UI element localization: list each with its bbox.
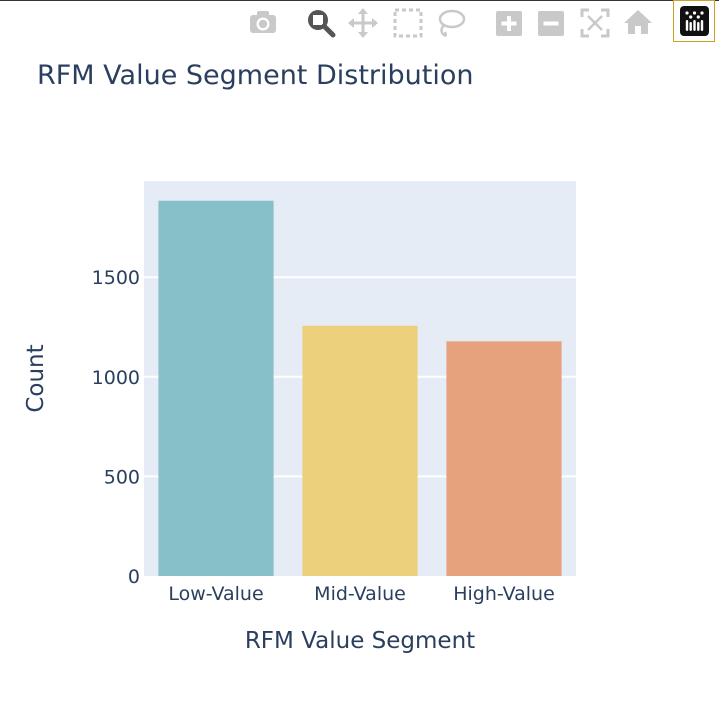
y-tick-label: 500 [104,466,140,488]
x-tick-label: Mid-Value [314,583,406,605]
y-tick-label: 1500 [92,267,140,289]
zoom-icon[interactable] [304,6,338,40]
x-axis-ticks: Low-Value Mid-Value High-Value [168,583,554,605]
top-border [0,0,719,1]
bar-high-value[interactable] [446,341,562,576]
lasso-select-icon[interactable] [433,6,467,40]
x-tick-label: High-Value [453,583,555,605]
y-tick-label: 1000 [92,367,140,389]
x-tick-label: Low-Value [168,583,263,605]
box-select-icon[interactable] [391,6,425,40]
y-tick-label: 0 [128,566,140,588]
bars [158,200,562,576]
chart-title: RFM Value Segment Distribution [37,60,474,91]
plotly-logo-icon[interactable] [673,0,715,42]
x-axis-title: RFM Value Segment [245,628,475,654]
zoom-in-icon[interactable] [492,6,526,40]
zoom-out-icon[interactable] [534,6,568,40]
autoscale-icon[interactable] [578,6,612,40]
home-icon[interactable] [621,6,655,40]
y-axis-title: Count [23,344,49,412]
pan-icon[interactable] [346,6,380,40]
y-axis-ticks: 0 500 1000 1500 [92,267,140,588]
camera-icon[interactable] [246,6,280,40]
bar-mid-value[interactable] [302,325,418,576]
bar-low-value[interactable] [158,200,274,576]
